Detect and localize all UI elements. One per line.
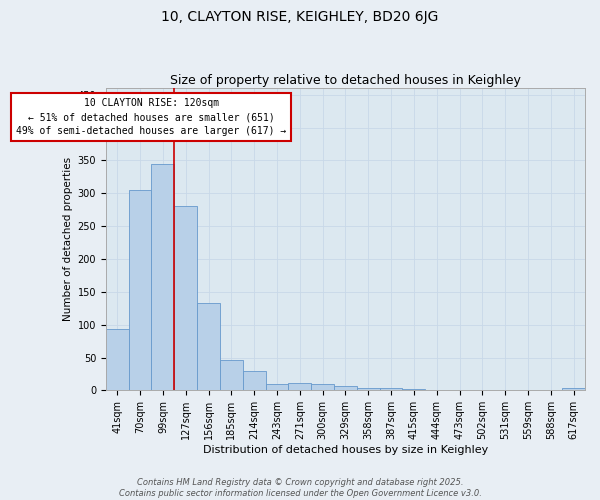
Bar (380, 388, 403, 390)
Text: Contains HM Land Registry data © Crown copyright and database right 2025.
Contai: Contains HM Land Registry data © Crown c… (119, 478, 481, 498)
Bar (311, 384, 334, 390)
Text: 10 CLAYTON RISE: 120sqm
← 51% of detached houses are smaller (651)
49% of semi-d: 10 CLAYTON RISE: 120sqm ← 51% of detache… (16, 98, 287, 136)
Bar (334, 386, 357, 390)
Bar (220, 360, 243, 390)
X-axis label: Distribution of detached houses by size in Keighley: Distribution of detached houses by size … (203, 445, 488, 455)
Bar (151, 164, 174, 390)
Bar (128, 190, 151, 390)
Bar (403, 389, 425, 390)
Bar (266, 384, 289, 390)
Bar (289, 383, 311, 390)
Y-axis label: Number of detached properties: Number of detached properties (64, 157, 73, 322)
Bar (243, 370, 266, 390)
Text: 10, CLAYTON RISE, KEIGHLEY, BD20 6JG: 10, CLAYTON RISE, KEIGHLEY, BD20 6JG (161, 10, 439, 24)
Title: Size of property relative to detached houses in Keighley: Size of property relative to detached ho… (170, 74, 521, 87)
Bar (174, 206, 197, 390)
Bar (106, 330, 128, 390)
Bar (562, 388, 585, 390)
Bar (357, 388, 380, 390)
Bar (197, 303, 220, 390)
